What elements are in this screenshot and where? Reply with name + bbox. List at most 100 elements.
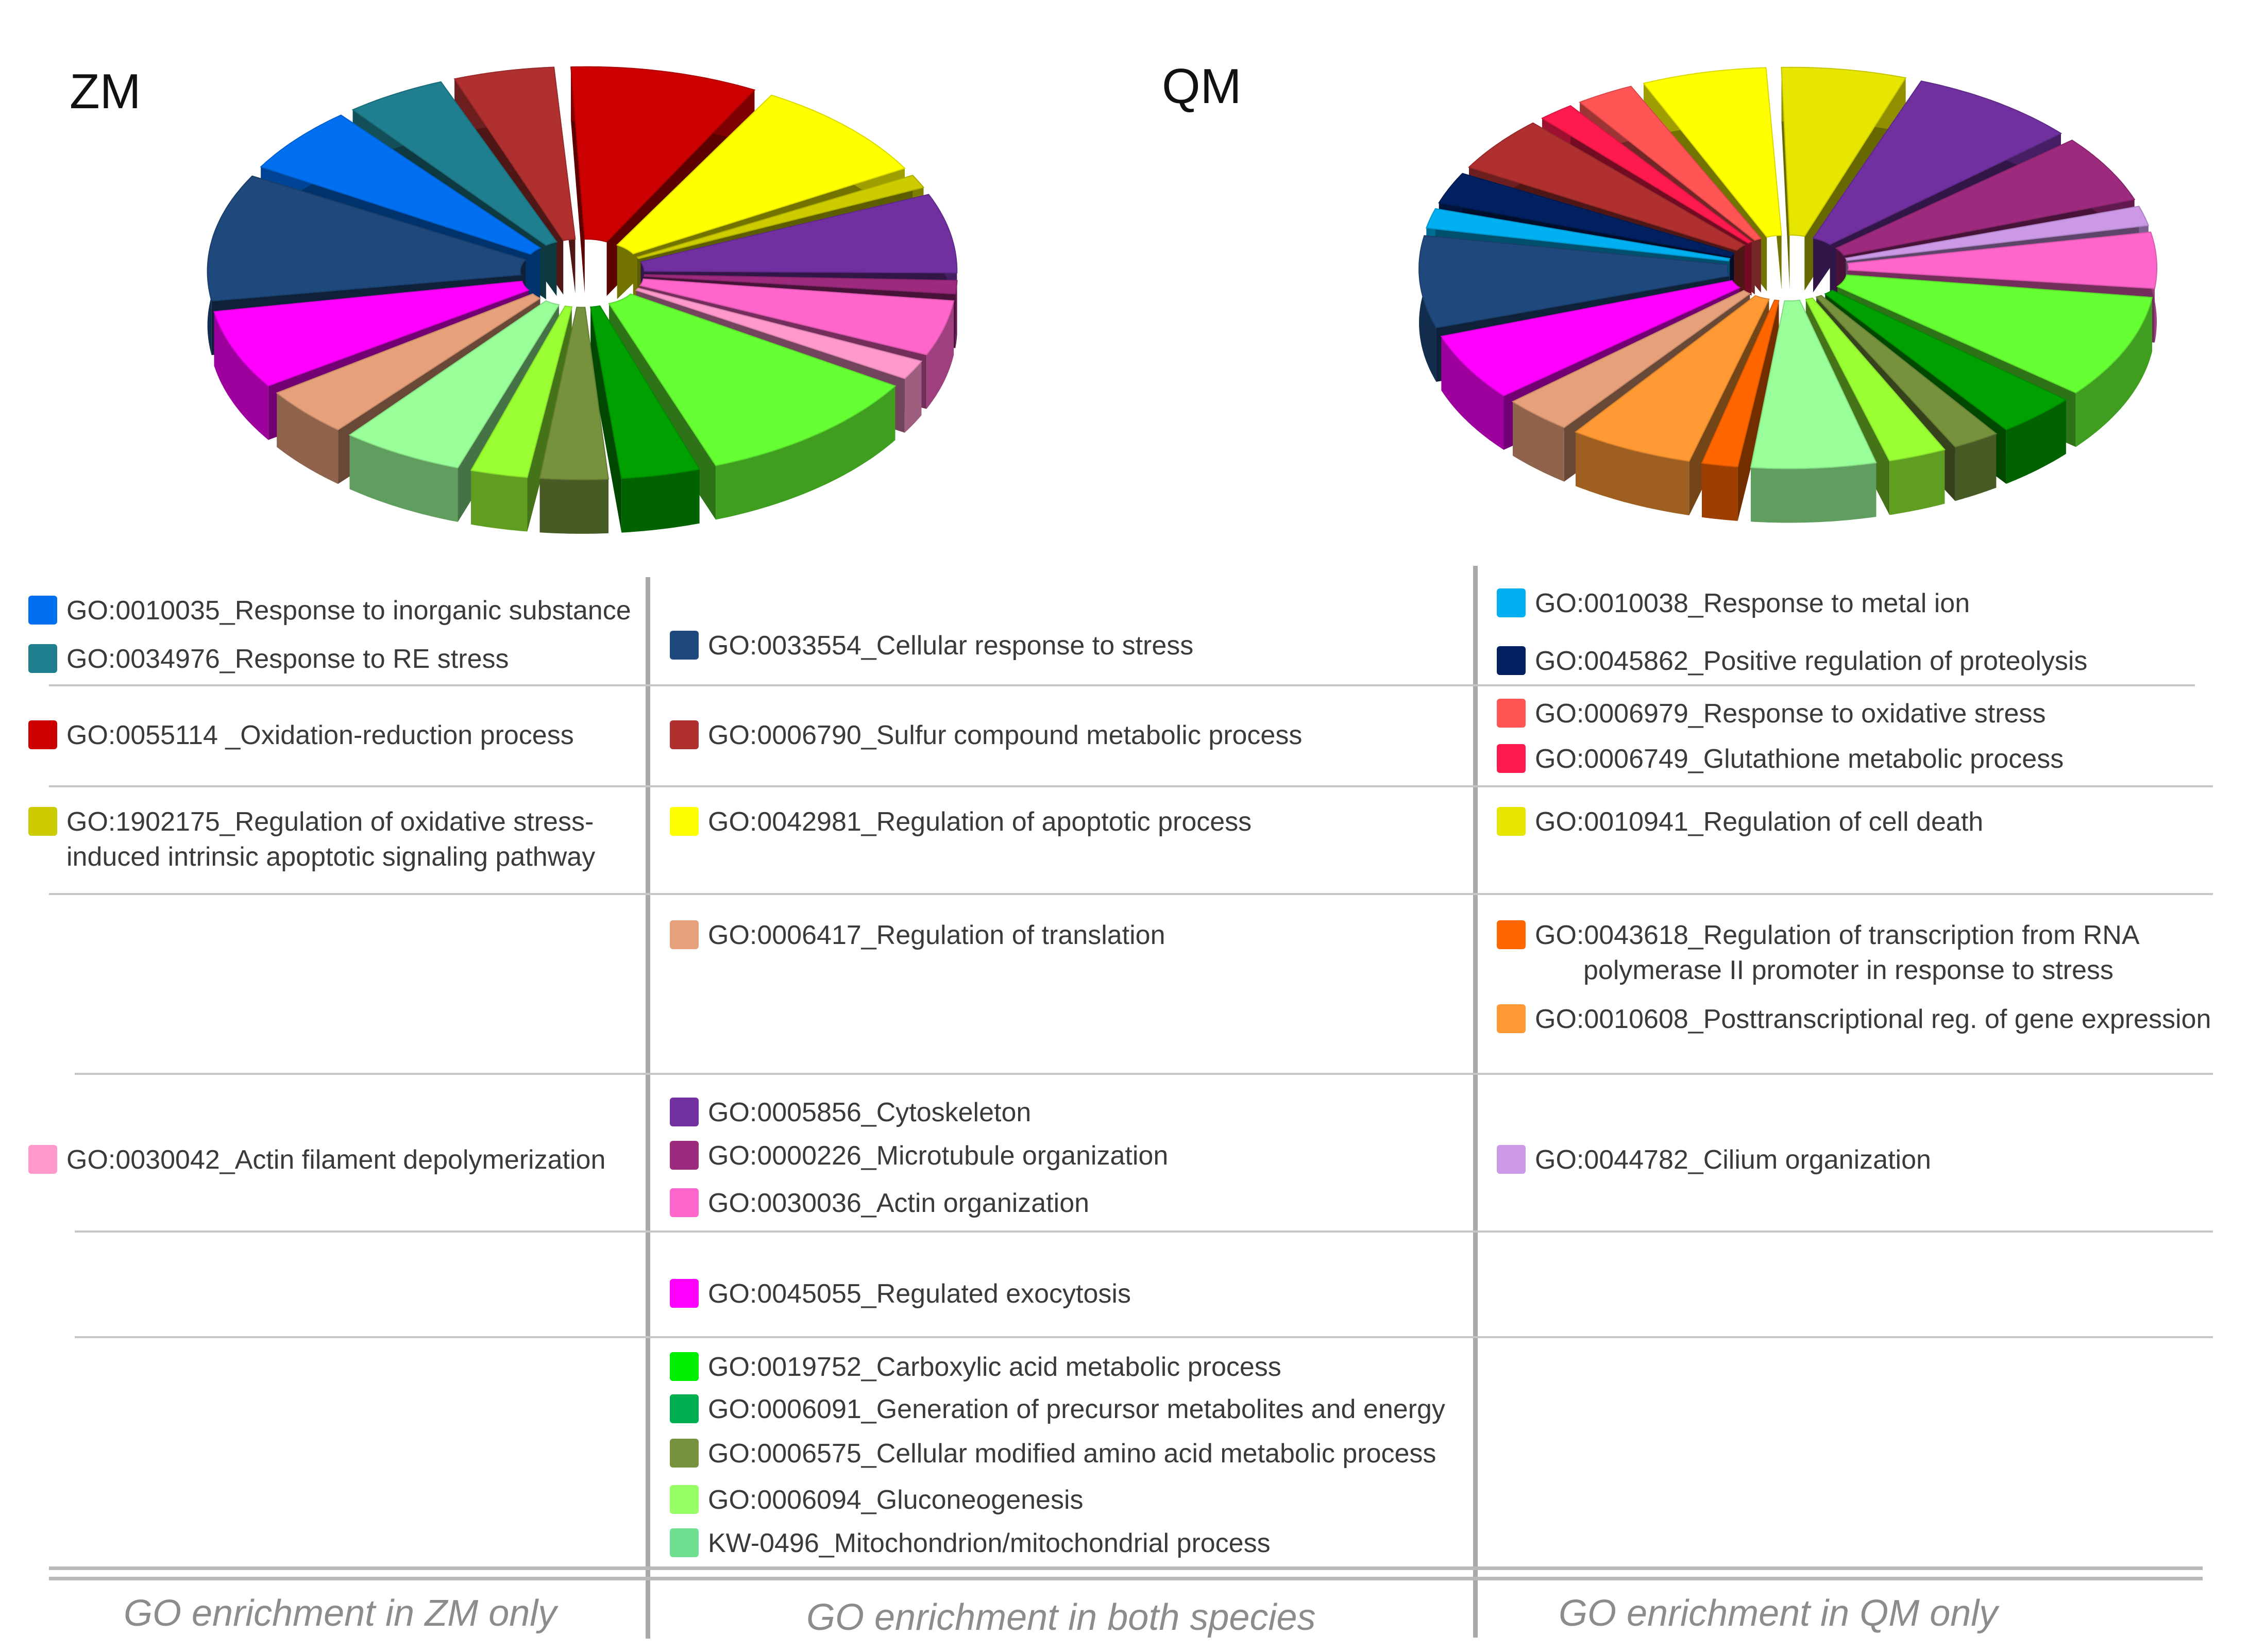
legend-label: GO:0043618_Regulation of transcription f… — [1535, 918, 2140, 988]
legend-swatch — [670, 920, 699, 949]
row-divider — [75, 1336, 2213, 1338]
footer-both-species: GO enrichment in both species — [806, 1597, 1316, 1638]
legend-item: GO:0006091_Generation of precursor metab… — [670, 1392, 1445, 1427]
legend-label: GO:0030036_Actin organization — [708, 1188, 1090, 1218]
legend-label: GO:0010038_Response to metal ion — [1535, 588, 1970, 618]
legend-item: GO:0010608_Posttranscriptional reg. of g… — [1497, 1002, 2211, 1037]
legend-item: GO:0010038_Response to metal ion — [1497, 586, 1970, 621]
row-divider — [75, 1073, 2213, 1075]
legend-label-line: polymerase II promoter in response to st… — [1583, 955, 2114, 985]
legend-item: GO:0010035_Response to inorganic substan… — [28, 594, 631, 629]
qm-pie-chart — [1418, 66, 2157, 523]
row-divider — [49, 893, 2213, 895]
legend-label-line: GO:1902175_Regulation of oxidative stres… — [66, 807, 594, 837]
legend-swatch — [28, 807, 57, 836]
legend-swatch — [670, 1394, 699, 1423]
legend-item: GO:1902175_Regulation of oxidative stres… — [28, 805, 595, 874]
legend-label: GO:0033554_Cellular response to stress — [708, 631, 1194, 661]
pie-slice — [590, 305, 701, 533]
legend-item: GO:0030042_Actin filament depolymerizati… — [28, 1143, 605, 1178]
legend-item: GO:0006790_Sulfur compound metabolic pro… — [670, 718, 1302, 753]
legend-label: GO:0010035_Response to inorganic substan… — [66, 596, 631, 626]
legend-item: GO:0033554_Cellular response to stress — [670, 629, 1193, 664]
legend-label: GO:0045055_Regulated exocytosis — [708, 1279, 1131, 1309]
legend-item: GO:0005856_Cytoskeleton — [670, 1095, 1031, 1131]
pie-slice — [1574, 295, 1770, 516]
legend-swatch — [670, 631, 699, 660]
legend-item: GO:0006094_Gluconeogenesis — [670, 1483, 1084, 1518]
legend-label: GO:0030042_Actin filament depolymerizati… — [66, 1145, 606, 1175]
legend-swatch — [1497, 920, 1526, 949]
pie-slice — [539, 307, 610, 534]
legend-item: GO:0045862_Positive regulation of proteo… — [1497, 644, 2087, 679]
legend-label: GO:0019752_Carboxylic acid metabolic pro… — [708, 1352, 1281, 1382]
legend-label: GO:0055114 _Oxidation-reduction process — [66, 720, 574, 750]
row-divider — [49, 684, 2195, 686]
legend-swatch — [28, 596, 57, 625]
legend-swatch — [670, 720, 699, 749]
pie-slice — [1701, 299, 1780, 521]
legend-label: GO:0006091_Generation of precursor metab… — [708, 1394, 1445, 1424]
legend-label: GO:0006979_Response to oxidative stress — [1535, 699, 2046, 729]
legend-swatch — [1497, 807, 1526, 836]
legend-item: GO:0006417_Regulation of translation — [670, 918, 1165, 953]
legend-item: GO:0010941_Regulation of cell death — [1497, 805, 1983, 840]
legend-item: GO:0042981_Regulation of apoptotic proce… — [670, 805, 1252, 840]
legend-label: GO:0006575_Cellular modified amino acid … — [708, 1439, 1436, 1469]
legend-label: GO:0005856_Cytoskeleton — [708, 1098, 1032, 1127]
legend-item: GO:0006575_Cellular modified amino acid … — [670, 1437, 1436, 1472]
legend-swatch — [670, 1439, 699, 1468]
legend-item: GO:0055114 _Oxidation-reduction process — [28, 718, 574, 753]
zm-chart-title: ZM — [70, 64, 141, 119]
column-divider — [646, 577, 650, 1639]
legend-label: GO:0006749_Glutathione metabolic process — [1535, 744, 2064, 774]
legend-swatch — [1497, 588, 1526, 617]
legend-swatch — [670, 1528, 699, 1557]
legend-label: GO:0000226_Microtubule organization — [708, 1141, 1169, 1171]
legend-label-line: induced intrinsic apoptotic signaling pa… — [66, 841, 596, 872]
legend-label: GO:1902175_Regulation of oxidative stres… — [66, 805, 595, 874]
legend-label: GO:0034976_Response to RE stress — [66, 644, 509, 674]
legend-swatch — [1497, 646, 1526, 675]
pie-charts: ZM QM — [70, 59, 2157, 534]
legend-swatch — [670, 1485, 699, 1514]
legend-label: GO:0010941_Regulation of cell death — [1535, 807, 1984, 837]
legend-label: GO:0006790_Sulfur compound metabolic pro… — [708, 720, 1303, 750]
legend-item: GO:0034976_Response to RE stress — [28, 642, 509, 677]
legend-swatch — [1497, 744, 1526, 773]
zm-pie-chart — [207, 66, 958, 534]
legend-label: KW-0496_Mitochondrion/mitochondrial proc… — [708, 1528, 1271, 1558]
legend-item: KW-0496_Mitochondrion/mitochondrial proc… — [670, 1526, 1271, 1561]
row-divider — [49, 785, 2213, 787]
footer-qm-only: GO enrichment in QM only — [1559, 1593, 1998, 1634]
legend-swatch — [670, 1141, 699, 1170]
legend-swatch — [670, 1279, 699, 1308]
legend-item: GO:0019752_Carboxylic acid metabolic pro… — [670, 1350, 1281, 1385]
legend-swatch — [1497, 699, 1526, 728]
legend-swatch — [28, 644, 57, 673]
legend-swatch — [670, 1098, 699, 1126]
legend-item: GO:0000226_Microtubule organization — [670, 1139, 1168, 1174]
pie-slice — [1750, 299, 1877, 523]
legend-label-line: GO:0043618_Regulation of transcription f… — [1535, 920, 2140, 950]
footer-divider — [49, 1577, 2203, 1580]
legend-item: GO:0006749_Glutathione metabolic process — [1497, 742, 2064, 777]
legend-label: GO:0042981_Regulation of apoptotic proce… — [708, 807, 1252, 837]
legend-item: GO:0044782_Cilium organization — [1497, 1143, 1931, 1178]
qm-chart-title: QM — [1162, 59, 1242, 114]
legend-swatch — [670, 1352, 699, 1381]
legend-label: GO:0006094_Gluconeogenesis — [708, 1485, 1084, 1515]
legend-swatch — [28, 720, 57, 749]
legend-swatch — [28, 1145, 57, 1174]
legend-label: GO:0044782_Cilium organization — [1535, 1145, 1931, 1175]
column-divider — [1473, 566, 1478, 1638]
legend-swatch — [670, 807, 699, 836]
footer-zm-only: GO enrichment in ZM only — [124, 1593, 557, 1634]
pie-slice — [470, 305, 573, 532]
legend-swatch — [1497, 1004, 1526, 1033]
legend-item: GO:0043618_Regulation of transcription f… — [1497, 918, 2140, 988]
legend-label: GO:0045862_Positive regulation of proteo… — [1535, 646, 2088, 676]
legend-item: GO:0006979_Response to oxidative stress — [1497, 697, 2046, 732]
legend-item: GO:0030036_Actin organization — [670, 1186, 1089, 1221]
legend-label: GO:0010608_Posttranscriptional reg. of g… — [1535, 1004, 2211, 1034]
